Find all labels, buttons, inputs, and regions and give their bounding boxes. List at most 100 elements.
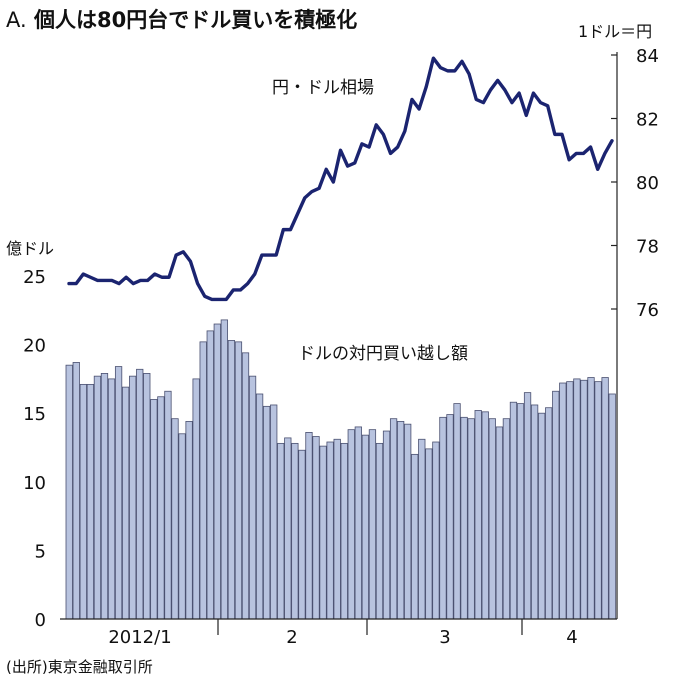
bar — [213, 323, 221, 620]
bar — [474, 410, 482, 620]
bar — [368, 429, 377, 620]
right-tick-label: 80 — [636, 173, 659, 194]
bar — [178, 433, 186, 620]
bar — [227, 340, 236, 620]
bar-series-label: ドルの対円買い越し額 — [298, 344, 468, 364]
bar — [199, 341, 207, 620]
bar — [220, 319, 228, 620]
bar — [516, 403, 525, 620]
bar — [248, 375, 257, 620]
right-axis-unit: 1ドル＝円 — [578, 22, 652, 41]
bar — [608, 393, 616, 620]
right-tick-label: 76 — [636, 300, 659, 321]
bar — [467, 418, 475, 620]
bar — [164, 390, 172, 620]
bar — [157, 396, 165, 620]
bar — [171, 418, 179, 620]
bar — [559, 382, 567, 620]
bar — [270, 404, 278, 620]
bar — [234, 341, 243, 620]
bar — [404, 423, 412, 620]
bar — [277, 442, 285, 620]
bar — [523, 392, 532, 620]
bar — [93, 375, 102, 620]
bar — [150, 399, 158, 620]
right-tick-label: 78 — [636, 237, 659, 258]
left-tick-label: 10 — [23, 473, 46, 494]
right-tick-label: 84 — [636, 46, 659, 67]
bar — [100, 373, 109, 620]
bar — [566, 381, 574, 620]
right-tick-label: 82 — [636, 110, 659, 131]
left-tick-label: 0 — [35, 610, 46, 631]
left-axis-ticks: 0 5 10 15 20 25 — [23, 267, 46, 631]
x-tick-label: 3 — [439, 627, 450, 648]
bar — [255, 393, 264, 620]
left-tick-label: 25 — [23, 267, 46, 288]
bar — [129, 375, 137, 620]
bar — [594, 381, 602, 620]
x-tick-label: 4 — [566, 627, 577, 648]
bar — [192, 378, 200, 620]
bar — [340, 442, 348, 620]
bar — [305, 432, 313, 620]
bar — [263, 405, 271, 620]
bar — [552, 390, 560, 620]
bar — [241, 352, 250, 620]
bar — [312, 436, 320, 620]
bar — [538, 412, 546, 620]
chart-title: 個人は80円台でドル買いを積極化 — [33, 8, 357, 32]
bar — [333, 438, 341, 620]
bar — [79, 383, 87, 620]
left-tick-label: 15 — [23, 404, 46, 425]
bar — [326, 441, 334, 620]
chart-title-prefix: A. — [6, 8, 27, 32]
left-axis-unit: 億ドル — [6, 239, 54, 258]
line-series-label: 円・ドル相場 — [272, 78, 374, 98]
bar — [206, 330, 214, 620]
bar — [446, 414, 454, 620]
left-tick-label: 20 — [23, 336, 46, 357]
bar — [143, 373, 151, 620]
source-note: (出所)東京金融取引所 — [6, 658, 153, 676]
bar — [439, 416, 447, 620]
right-axis-ticks: 76 78 80 82 84 — [611, 46, 659, 321]
bar — [425, 448, 433, 620]
bar — [587, 377, 595, 620]
bar — [411, 453, 419, 620]
line-series — [67, 56, 614, 302]
x-tick-label: 2 — [286, 627, 297, 648]
left-tick-label: 5 — [35, 541, 46, 562]
bar — [502, 418, 511, 620]
bar — [418, 438, 426, 620]
bar — [354, 426, 362, 620]
bar — [107, 378, 116, 620]
bar — [114, 366, 123, 620]
bar — [122, 386, 130, 620]
bar — [573, 378, 581, 620]
bar — [545, 407, 553, 620]
bar — [65, 364, 73, 620]
bar — [495, 426, 503, 620]
bar — [397, 421, 405, 620]
x-tick-label: 2012/1 — [108, 627, 171, 648]
bar — [136, 368, 144, 620]
bar — [460, 416, 468, 620]
bar — [382, 430, 391, 620]
bar — [86, 383, 95, 620]
bar — [530, 404, 539, 620]
bar — [389, 418, 398, 620]
bar — [298, 449, 306, 620]
bar — [580, 379, 588, 620]
bar — [319, 445, 327, 620]
bar — [509, 401, 518, 620]
bar — [453, 403, 461, 620]
bar — [347, 429, 355, 620]
bar — [284, 437, 292, 620]
bar — [291, 442, 299, 620]
x-axis-ticks: 2012/1 2 3 4 — [108, 619, 578, 648]
bar — [375, 442, 384, 620]
bar — [72, 362, 80, 620]
bar — [481, 411, 489, 620]
